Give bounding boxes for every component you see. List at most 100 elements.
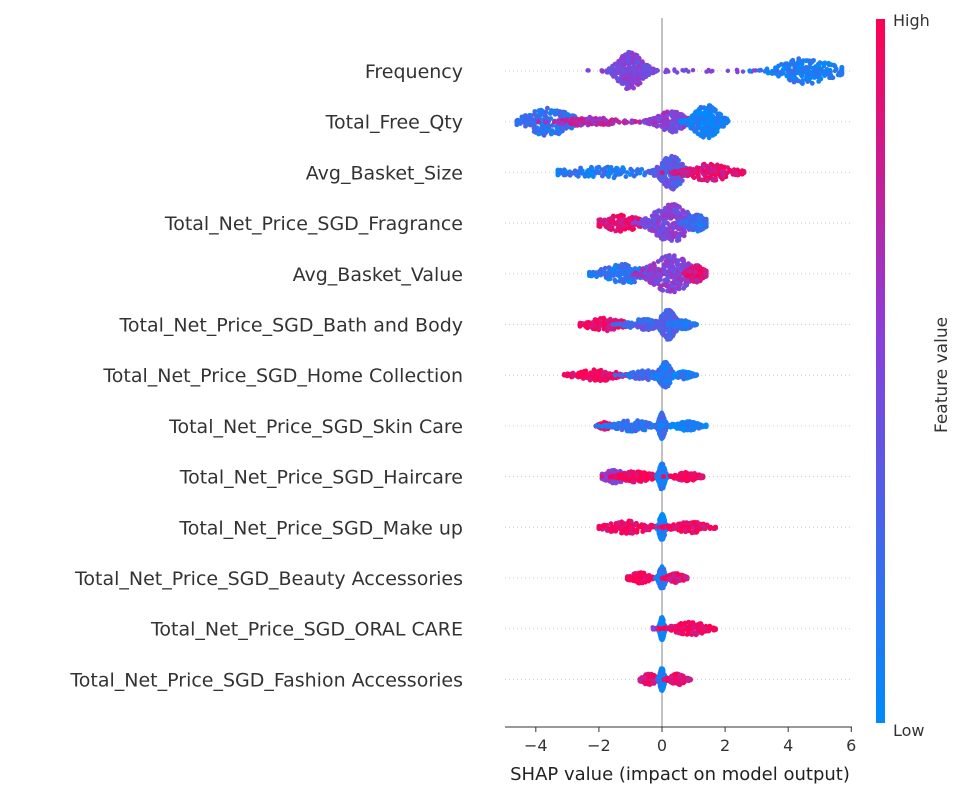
shap-point: [668, 170, 674, 176]
shap-point: [681, 229, 687, 235]
shap-point: [555, 169, 561, 175]
shap-point: [610, 272, 616, 278]
shap-point: [675, 276, 681, 281]
shap-point: [695, 222, 700, 227]
shap-point: [660, 414, 665, 419]
shap-point: [613, 228, 619, 234]
shap-point: [725, 118, 731, 124]
shap-point: [545, 105, 550, 111]
shap-point: [703, 273, 709, 278]
shap-point: [675, 209, 680, 215]
shap-point: [597, 223, 603, 229]
shap-point: [587, 114, 593, 120]
shap-point: [663, 181, 669, 186]
shap-point: [693, 212, 699, 218]
shap-point: [523, 123, 528, 129]
shap-point: [647, 271, 653, 277]
shap-point: [631, 85, 636, 91]
shap-point: [625, 54, 631, 59]
shap-point: [617, 213, 623, 219]
shap-point: [633, 428, 639, 434]
shap-point: [710, 122, 715, 128]
shap-point: [635, 273, 641, 279]
shap-point: [795, 78, 801, 84]
feature-points: [587, 253, 709, 295]
shap-point: [714, 119, 720, 125]
feature-points: [596, 202, 709, 244]
shap-point: [639, 368, 645, 374]
shap-point: [654, 164, 660, 170]
shap-point: [596, 217, 602, 223]
shap-point: [681, 222, 687, 228]
shap-point: [612, 277, 618, 283]
shap-point: [675, 165, 681, 171]
shap-point: [735, 68, 740, 73]
shap-point: [702, 128, 708, 133]
shap-point: [615, 166, 620, 172]
shap-point: [687, 325, 692, 330]
shap-point: [606, 121, 612, 126]
shap-point: [551, 119, 557, 125]
shap-point: [781, 70, 786, 76]
shap-point: [666, 333, 672, 339]
shap-point: [546, 128, 552, 134]
shap-point: [697, 215, 702, 221]
shap-point: [710, 113, 716, 119]
shap-point: [800, 66, 806, 72]
shap-point: [698, 223, 704, 228]
shap-point: [619, 81, 625, 86]
shap-point: [674, 320, 680, 325]
shap-point: [730, 171, 736, 177]
shap-point: [574, 118, 579, 123]
shap-point: [700, 163, 706, 169]
shap-point: [624, 262, 630, 268]
shap-point: [623, 422, 629, 428]
shap-point: [637, 119, 643, 125]
shap-point: [807, 64, 813, 70]
shap-point: [683, 283, 688, 289]
shap-point: [719, 169, 725, 174]
shap-point: [816, 64, 822, 69]
shap-point: [646, 326, 651, 332]
shap-point: [616, 223, 621, 229]
shap-point: [604, 69, 610, 75]
shap-point: [788, 70, 794, 76]
shap-point: [580, 120, 585, 125]
shap-point: [685, 122, 691, 128]
shap-point: [599, 474, 605, 479]
shap-point: [808, 75, 813, 81]
shap-point: [668, 184, 674, 190]
shap-point: [629, 371, 634, 376]
shap-point: [679, 210, 685, 216]
shap-point: [541, 132, 547, 138]
shap-point: [643, 170, 648, 176]
shap-point: [643, 371, 649, 377]
shap-point: [560, 121, 565, 126]
shap-point: [596, 116, 602, 122]
shap-point: [538, 112, 543, 118]
shap-point: [624, 119, 630, 125]
shap-point: [705, 120, 710, 125]
shap-point: [570, 373, 576, 379]
shap-point: [612, 61, 618, 67]
shap-point: [660, 226, 666, 232]
shap-point: [583, 374, 588, 380]
shap-point: [814, 67, 820, 73]
shap-point: [624, 275, 630, 280]
shap-point: [577, 323, 583, 329]
shap-point: [800, 78, 806, 83]
shap-point: [553, 110, 559, 116]
shap-point: [614, 76, 620, 81]
shap-point: [784, 73, 790, 79]
shap-point: [561, 371, 567, 377]
shap-point: [639, 420, 645, 426]
shap-point: [687, 373, 693, 379]
shap-point: [671, 328, 676, 334]
shap-point: [680, 68, 685, 73]
shap-point: [711, 106, 717, 112]
shap-point: [668, 121, 674, 127]
shap-point: [599, 167, 605, 173]
shap-point: [662, 219, 667, 225]
shap-point: [658, 372, 664, 377]
shap-point: [691, 167, 696, 172]
